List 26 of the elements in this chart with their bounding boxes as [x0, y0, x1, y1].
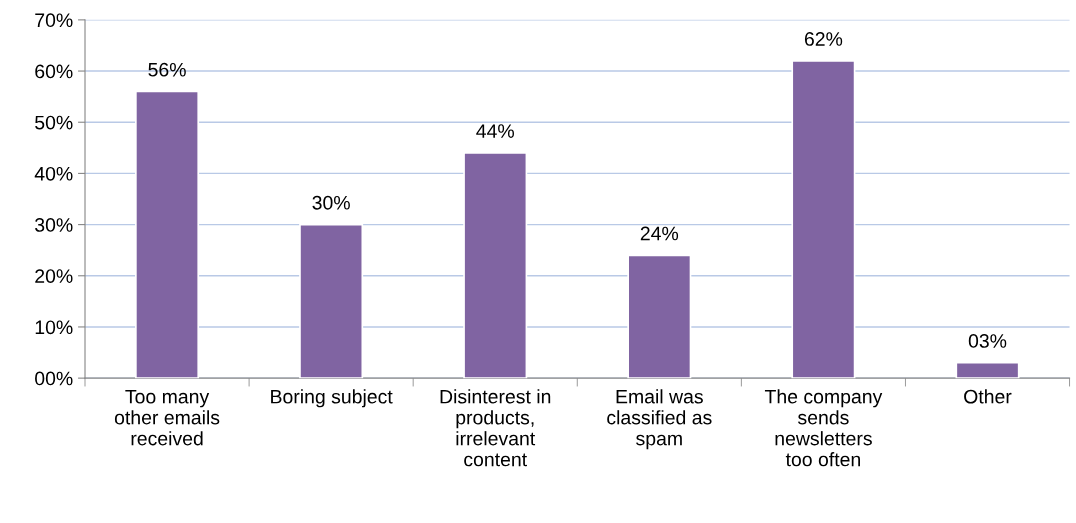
- bar: [627, 254, 692, 379]
- y-tick-label: 60%: [35, 64, 73, 79]
- x-tick-label: The company sends newsletters too often: [764, 389, 883, 467]
- data-label: 03%: [968, 334, 1007, 348]
- x-tick-label: Too many other emails received: [114, 389, 220, 446]
- y-tick-label: 30%: [35, 218, 73, 232]
- x-tick-label: Email was classified as spam: [607, 389, 712, 450]
- data-label: 24%: [640, 226, 679, 241]
- data-label: 62%: [804, 32, 843, 46]
- bar: [791, 59, 856, 379]
- data-label: 56%: [148, 62, 186, 77]
- x-tick-label: Boring subject: [271, 389, 393, 408]
- bar: [955, 361, 1020, 379]
- bar: [135, 90, 200, 379]
- y-tick-label: 20%: [35, 269, 73, 284]
- x-tick-label: Other: [964, 389, 1012, 404]
- y-tick-label: 70%: [35, 13, 73, 28]
- y-tick-label: 40%: [34, 166, 73, 181]
- y-tick-label: 00%: [35, 371, 73, 386]
- y-tick-label: 50%: [35, 115, 73, 130]
- bar: [463, 152, 528, 379]
- data-label: 44%: [476, 124, 514, 138]
- x-tick-label: Disinterest in products, irrelevant content: [440, 389, 551, 467]
- data-label: 30%: [312, 195, 350, 210]
- y-tick-label: 10%: [35, 320, 73, 335]
- bar: [299, 223, 364, 379]
